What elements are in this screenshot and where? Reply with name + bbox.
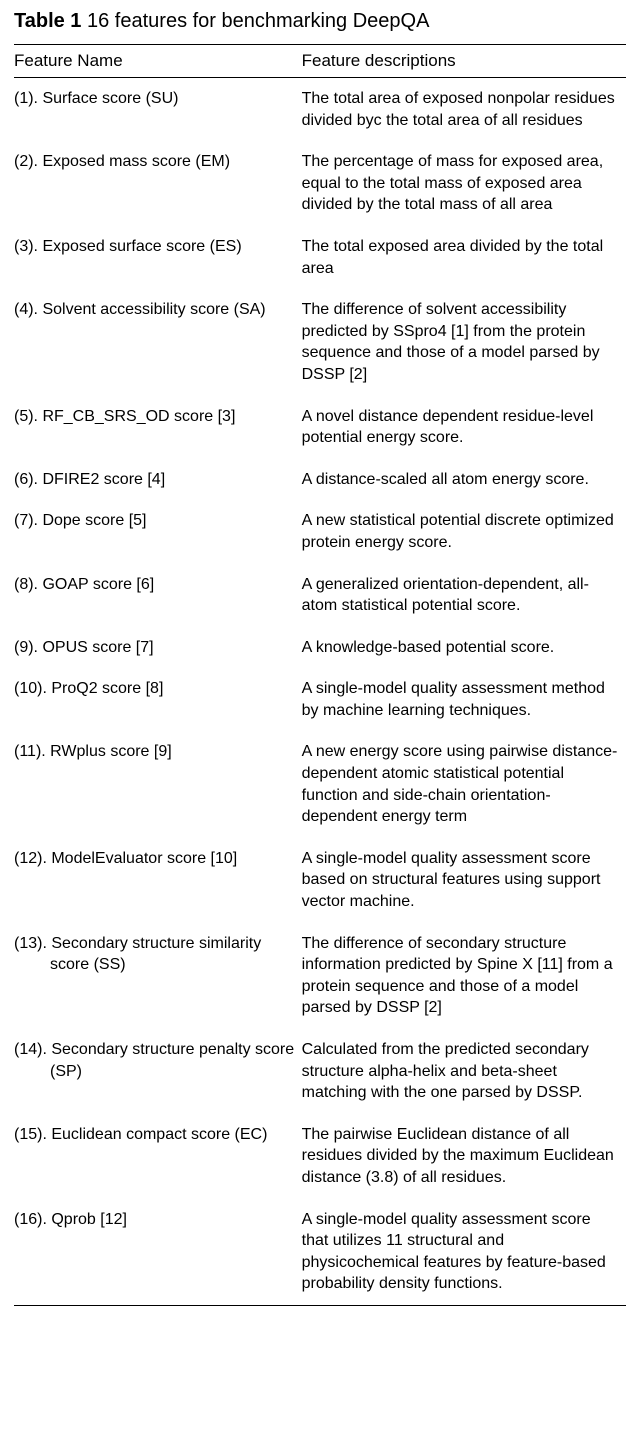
feature-desc-cell: A new statistical potential discrete opt… <box>302 500 626 563</box>
features-table: Feature Name Feature descriptions (1). S… <box>14 44 626 1306</box>
table-title: Table 1 16 features for benchmarking Dee… <box>14 10 626 36</box>
feature-name-cell: (16). Qprob [12] <box>14 1199 302 1306</box>
feature-desc-cell: The difference of secondary structure in… <box>302 923 626 1029</box>
feature-name-text: (6). DFIRE2 score [4] <box>14 469 296 491</box>
table-row: (11). RWplus score [9] A new energy score… <box>14 731 626 837</box>
feature-desc-cell: A distance-scaled all atom energy score. <box>302 459 626 501</box>
feature-desc-cell: A novel distance dependent residue-level… <box>302 396 626 459</box>
feature-name-text: (12). ModelEvaluator score [10] <box>14 848 296 870</box>
feature-name-text: (4). Solvent accessibility score (SA) <box>14 299 296 321</box>
feature-desc-cell: The percentage of mass for exposed area,… <box>302 141 626 226</box>
column-header-desc: Feature descriptions <box>302 45 626 78</box>
table-row: (12). ModelEvaluator score [10] A single-… <box>14 838 626 923</box>
feature-name-cell: (5). RF_CB_SRS_OD score [3] <box>14 396 302 459</box>
feature-name-cell: (3). Exposed surface score (ES) <box>14 226 302 289</box>
column-header-name: Feature Name <box>14 45 302 78</box>
feature-name-text: (8). GOAP score [6] <box>14 574 296 596</box>
table-row: (5). RF_CB_SRS_OD score [3] A novel dista… <box>14 396 626 459</box>
feature-name-text: (5). RF_CB_SRS_OD score [3] <box>14 406 296 428</box>
feature-name-cell: (15). Euclidean compact score (EC) <box>14 1114 302 1199</box>
table-row: (7). Dope score [5] A new statistical pot… <box>14 500 626 563</box>
feature-name-cell: (11). RWplus score [9] <box>14 731 302 837</box>
feature-name-text: (2). Exposed mass score (EM) <box>14 151 296 173</box>
feature-desc-cell: The difference of solvent accessibility … <box>302 289 626 395</box>
feature-name-text: (15). Euclidean compact score (EC) <box>14 1124 296 1146</box>
feature-name-text: (11). RWplus score [9] <box>14 741 296 763</box>
feature-name-cell: (1). Surface score (SU) <box>14 78 302 142</box>
feature-desc-cell: A new energy score using pairwise distan… <box>302 731 626 837</box>
feature-name-text: (9). OPUS score [7] <box>14 637 296 659</box>
table-header-row: Feature Name Feature descriptions <box>14 45 626 78</box>
feature-desc-cell: A single-model quality assessment score … <box>302 838 626 923</box>
feature-desc-cell: Calculated from the predicted secondary … <box>302 1029 626 1114</box>
table-number: Table 1 <box>14 10 81 32</box>
feature-desc-cell: A single-model quality assessment method… <box>302 668 626 731</box>
table-row: (8). GOAP score [6] A generalized orienta… <box>14 564 626 627</box>
feature-desc-cell: A single-model quality assessment score … <box>302 1199 626 1306</box>
feature-name-cell: (4). Solvent accessibility score (SA) <box>14 289 302 395</box>
table-row: (3). Exposed surface score (ES) The total… <box>14 226 626 289</box>
feature-name-text: (14). Secondary structure penalty score … <box>14 1039 296 1082</box>
feature-desc-cell: A knowledge-based potential score. <box>302 627 626 669</box>
feature-name-cell: (9). OPUS score [7] <box>14 627 302 669</box>
feature-name-cell: (10). ProQ2 score [8] <box>14 668 302 731</box>
feature-name-cell: (6). DFIRE2 score [4] <box>14 459 302 501</box>
feature-name-cell: (14). Secondary structure penalty score … <box>14 1029 302 1114</box>
feature-name-cell: (2). Exposed mass score (EM) <box>14 141 302 226</box>
table-row: (4). Solvent accessibility score (SA) The… <box>14 289 626 395</box>
feature-name-cell: (12). ModelEvaluator score [10] <box>14 838 302 923</box>
feature-name-text: (1). Surface score (SU) <box>14 88 296 110</box>
feature-name-text: (13). Secondary structure similarity sco… <box>14 933 296 976</box>
feature-desc-cell: The total area of exposed nonpolar resid… <box>302 78 626 142</box>
table-row: (1). Surface score (SU) The total area of… <box>14 78 626 142</box>
table-row: (13). Secondary structure similarity sco… <box>14 923 626 1029</box>
table-caption: 16 features for benchmarking DeepQA <box>81 10 429 32</box>
table-row: (14). Secondary structure penalty score … <box>14 1029 626 1114</box>
table-row: (10). ProQ2 score [8] A single-model qual… <box>14 668 626 731</box>
feature-name-cell: (7). Dope score [5] <box>14 500 302 563</box>
feature-name-text: (16). Qprob [12] <box>14 1209 296 1231</box>
feature-name-cell: (13). Secondary structure similarity sco… <box>14 923 302 1029</box>
feature-desc-cell: The pairwise Euclidean distance of all r… <box>302 1114 626 1199</box>
table-row: (9). OPUS score [7] A knowledge-based pot… <box>14 627 626 669</box>
feature-name-text: (10). ProQ2 score [8] <box>14 678 296 700</box>
feature-name-cell: (8). GOAP score [6] <box>14 564 302 627</box>
feature-desc-cell: The total exposed area divided by the to… <box>302 226 626 289</box>
table-row: (6). DFIRE2 score [4] A distance-scaled a… <box>14 459 626 501</box>
feature-name-text: (3). Exposed surface score (ES) <box>14 236 296 258</box>
feature-desc-cell: A generalized orientation-dependent, all… <box>302 564 626 627</box>
table-row: (15). Euclidean compact score (EC) The pa… <box>14 1114 626 1199</box>
table-row: (16). Qprob [12] A single-model quality a… <box>14 1199 626 1306</box>
table-row: (2). Exposed mass score (EM) The percenta… <box>14 141 626 226</box>
feature-name-text: (7). Dope score [5] <box>14 510 296 532</box>
